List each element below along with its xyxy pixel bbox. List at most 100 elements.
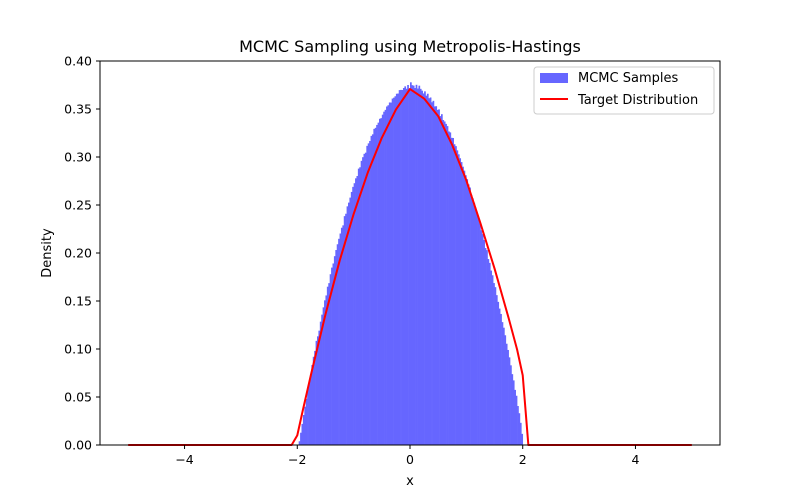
histogram-bar — [414, 87, 416, 445]
histogram-bar — [302, 414, 305, 445]
histogram-bar — [370, 135, 373, 445]
histogram-bar — [357, 168, 360, 445]
y-tick-label: 0.20 — [64, 246, 92, 261]
histogram-bar — [304, 406, 307, 445]
histogram-bar — [387, 105, 390, 445]
histogram-bar — [450, 137, 453, 446]
histogram-bar — [507, 349, 509, 445]
histogram-bar — [324, 300, 326, 445]
histogram-bar — [325, 295, 328, 445]
histogram-bar — [345, 213, 347, 445]
histogram-bar — [308, 382, 311, 445]
histogram-bar — [448, 131, 450, 445]
histogram-bar — [472, 198, 474, 445]
histogram-bar — [508, 357, 511, 445]
histogram-bar — [339, 233, 342, 445]
histogram-bar — [511, 374, 514, 445]
axes: −4 −2 0 2 4 0.00 0.05 0.10 0.15 0.20 0.25 0.30 0.35 0… — [64, 54, 721, 467]
y-tick-label: 0.10 — [64, 342, 92, 357]
histogram-bar — [383, 111, 385, 445]
x-tick-label: 0 — [406, 452, 414, 467]
histogram-bar — [377, 122, 380, 445]
histogram-bar — [470, 194, 473, 445]
histogram-bar — [521, 433, 524, 445]
histogram-bar — [405, 88, 408, 446]
histogram-bar — [505, 343, 508, 445]
histogram-bar — [449, 132, 452, 446]
y-axis-title: Density — [40, 228, 55, 278]
histogram-bar — [349, 197, 352, 445]
histogram-bar — [417, 88, 419, 446]
histogram-bar — [446, 126, 449, 445]
histogram-bar — [367, 143, 370, 445]
histogram-bar — [486, 250, 488, 445]
histogram-bar — [321, 314, 323, 445]
histogram-bar — [356, 176, 359, 445]
histogram-bar — [498, 308, 501, 445]
histogram-bar — [388, 102, 391, 445]
histogram-bar — [340, 227, 343, 445]
histogram-bar — [307, 389, 309, 445]
histogram-bars — [298, 82, 524, 446]
histogram-bar — [504, 335, 507, 445]
histogram-bar — [445, 123, 447, 445]
histogram-bar — [473, 202, 476, 445]
histogram-bar — [457, 154, 460, 445]
histogram-bar — [483, 239, 485, 445]
y-tick-label: 0.25 — [64, 198, 92, 213]
histogram-bar — [318, 330, 321, 445]
histogram-bar — [319, 321, 322, 445]
histogram-bar — [404, 86, 407, 445]
histogram-bar — [298, 441, 301, 445]
y-tick-label: 0.30 — [64, 150, 92, 165]
histogram-bar — [421, 90, 423, 445]
histogram-bar — [300, 432, 302, 445]
histogram-bar — [510, 365, 512, 445]
histogram-bar — [322, 307, 325, 445]
histogram-bar — [352, 186, 354, 446]
legend-label-mcmc-samples: MCMC Samples — [578, 71, 678, 86]
histogram-bar — [397, 93, 400, 445]
histogram-bar — [432, 100, 435, 445]
histogram-bar — [493, 283, 495, 445]
histogram-bar — [501, 322, 504, 445]
histogram-bar — [386, 106, 388, 445]
histogram-bar — [518, 413, 521, 445]
histogram-bar — [436, 109, 439, 446]
histogram-bar — [331, 267, 333, 445]
histogram-bar — [350, 191, 353, 445]
histogram-bar — [442, 120, 445, 445]
histogram-bar — [419, 88, 422, 445]
histogram-bar — [431, 102, 433, 445]
histogram-bar — [443, 121, 446, 445]
histogram-bar — [353, 183, 356, 445]
x-tick-label: −4 — [175, 452, 193, 467]
histogram-bar — [360, 160, 363, 445]
histogram-bar — [408, 88, 411, 445]
histogram-bar — [376, 124, 378, 445]
histogram-bar — [425, 95, 428, 445]
histogram-bar — [329, 274, 332, 445]
histogram-bar — [369, 140, 371, 445]
x-tick-label: −2 — [288, 452, 306, 467]
histogram-bar — [395, 93, 398, 446]
histogram-bar — [435, 106, 438, 445]
histogram-bar — [314, 350, 316, 445]
legend-label-target-distribution: Target Distribution — [577, 93, 698, 108]
histogram-bar — [452, 137, 454, 446]
histogram-bar — [384, 109, 387, 446]
histogram-bar — [488, 262, 491, 445]
histogram-bar — [433, 106, 436, 445]
histogram-bar — [438, 109, 440, 445]
histogram-bar — [441, 114, 443, 446]
histogram-bar — [332, 263, 335, 445]
histogram-bar — [469, 187, 471, 445]
histogram-bar — [394, 96, 397, 445]
legend-swatch-mcmc-samples — [540, 73, 568, 83]
histogram-bar — [415, 84, 418, 445]
histogram-bar — [422, 93, 425, 445]
histogram-bar — [317, 336, 319, 445]
y-tick-label: 0.05 — [64, 390, 92, 405]
histogram-bar — [494, 287, 497, 445]
